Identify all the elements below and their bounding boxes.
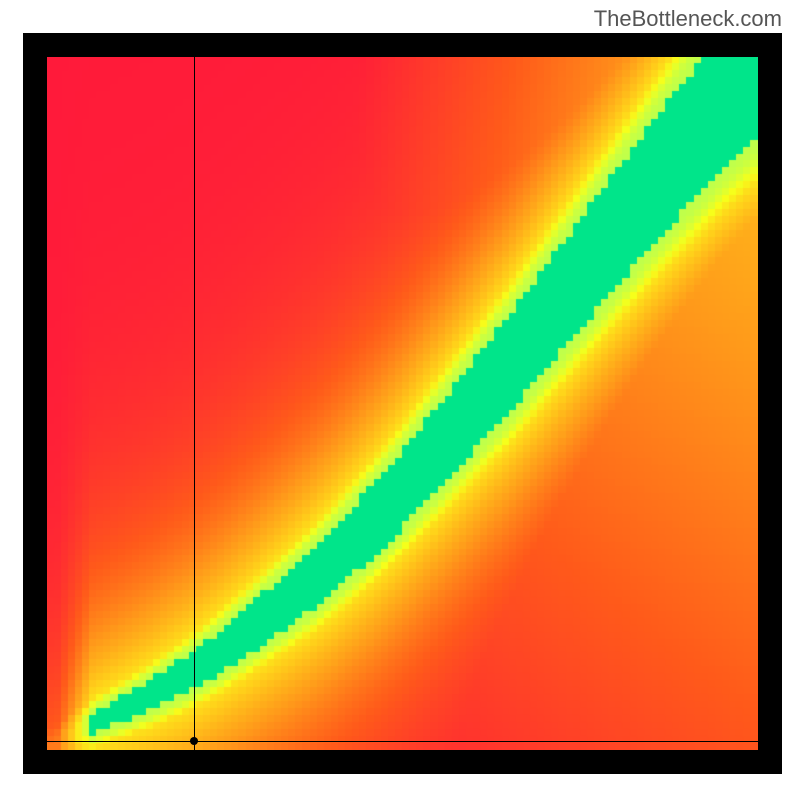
chart-container: TheBottleneck.com [0,0,800,800]
plot-frame [23,33,782,774]
heatmap-canvas [47,57,758,750]
crosshair-horizontal [47,741,758,742]
crosshair-marker [190,737,198,745]
watermark-text: TheBottleneck.com [594,6,782,32]
crosshair-vertical [194,57,195,750]
